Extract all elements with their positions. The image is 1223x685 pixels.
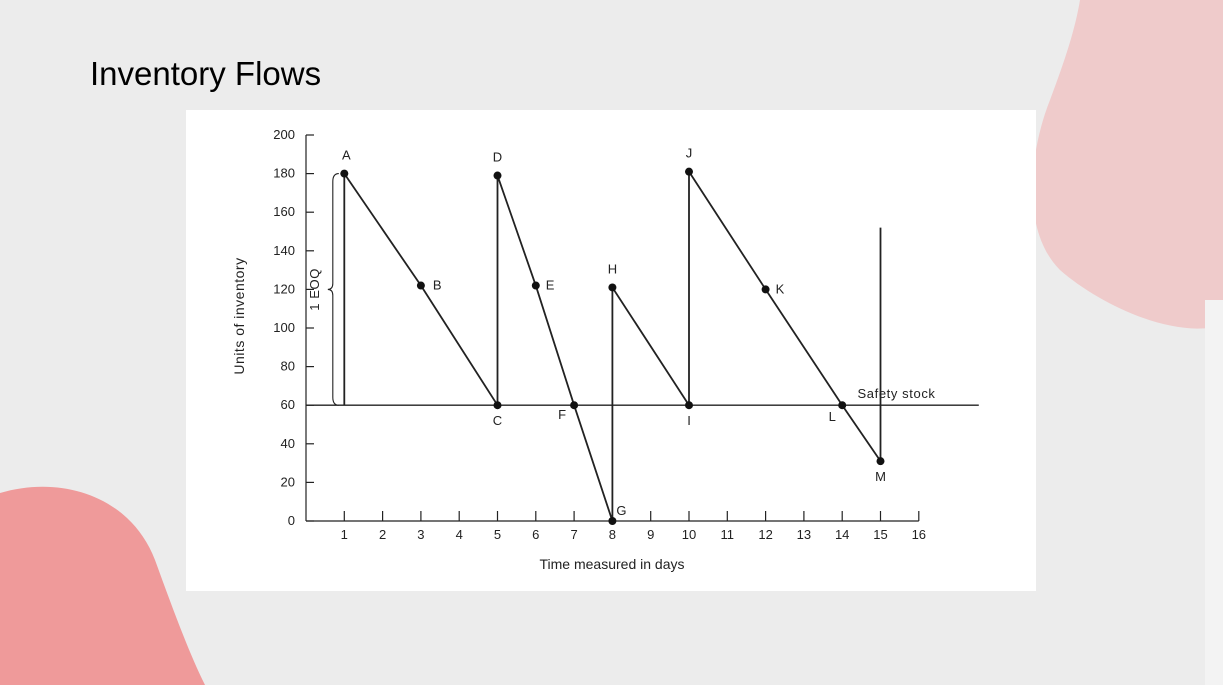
x-tick-label: 7	[570, 527, 577, 542]
data-point-a	[340, 169, 349, 178]
point-label-i: I	[687, 413, 691, 428]
y-tick-label: 120	[273, 281, 295, 296]
point-label-e: E	[546, 278, 555, 293]
x-tick-label: 5	[494, 527, 501, 542]
data-point-c	[493, 401, 502, 410]
point-label-c: C	[493, 413, 502, 428]
data-point-k	[761, 285, 770, 294]
data-point-m	[876, 457, 885, 466]
eoq-brace	[327, 173, 339, 406]
x-tick-label: 15	[873, 527, 887, 542]
x-axis-label: Time measured in days	[540, 556, 685, 572]
y-tick-label: 40	[281, 436, 295, 451]
chart-panel: 0 20 40 60 80 100 120 140 160 180 200 1 2 3 4 5 6 7 8 9 10 11…	[186, 110, 1036, 591]
point-label-h: H	[608, 261, 617, 276]
point-label-m: M	[875, 469, 886, 484]
data-point-i	[685, 401, 693, 410]
x-tick-label: 9	[647, 527, 654, 542]
point-labels: A B C D E F G H I J K L M	[342, 146, 886, 518]
x-tick-label: 11	[721, 527, 735, 542]
x-tick-label: 3	[417, 527, 424, 542]
x-tick-label: 1	[341, 527, 348, 542]
x-tick-label: 14	[835, 527, 849, 542]
x-tick-label: 10	[682, 527, 696, 542]
series	[340, 167, 885, 525]
y-tick-label: 100	[273, 320, 295, 335]
data-point-g	[608, 517, 617, 525]
x-tick-label: 12	[758, 527, 772, 542]
data-point-f	[570, 401, 579, 410]
x-tick-label: 8	[609, 527, 616, 542]
point-label-b: B	[433, 278, 442, 293]
x-tick-label: 6	[532, 527, 539, 542]
point-label-l: L	[829, 409, 836, 424]
slide-title: Inventory Flows	[90, 55, 322, 92]
y-tick-label: 180	[273, 166, 295, 181]
data-point-l	[838, 401, 847, 410]
reference-lines: Safety stock 1 EOQ	[306, 173, 979, 462]
point-label-j: J	[686, 146, 693, 161]
y-tick-label: 200	[273, 127, 295, 142]
safety-stock-label: Safety stock	[858, 386, 936, 401]
y-tick-label: 80	[281, 359, 295, 374]
point-label-k: K	[776, 281, 785, 296]
y-tick-label: 140	[273, 243, 295, 258]
point-label-g: G	[616, 503, 626, 518]
y-tick-label: 160	[273, 204, 295, 219]
x-tick-label: 2	[379, 527, 386, 542]
inventory-line	[343, 170, 882, 522]
y-tick-label: 20	[281, 474, 295, 489]
data-point-b	[416, 281, 425, 290]
data-point-e	[531, 281, 540, 290]
eoq-label: 1 EOQ	[307, 268, 322, 311]
data-point-j	[685, 167, 693, 176]
x-tick-label: 13	[797, 527, 811, 542]
y-tick-label: 60	[281, 397, 295, 412]
x-tick-label: 4	[456, 527, 463, 542]
y-tick-label: 0	[288, 513, 295, 528]
data-point-d	[493, 171, 502, 180]
point-label-f: F	[558, 407, 566, 422]
x-tick-label: 16	[912, 527, 926, 542]
y-axis-label: Units of inventory	[231, 257, 247, 374]
point-label-d: D	[493, 150, 502, 165]
data-point-h	[608, 283, 617, 292]
point-label-a: A	[342, 148, 351, 163]
